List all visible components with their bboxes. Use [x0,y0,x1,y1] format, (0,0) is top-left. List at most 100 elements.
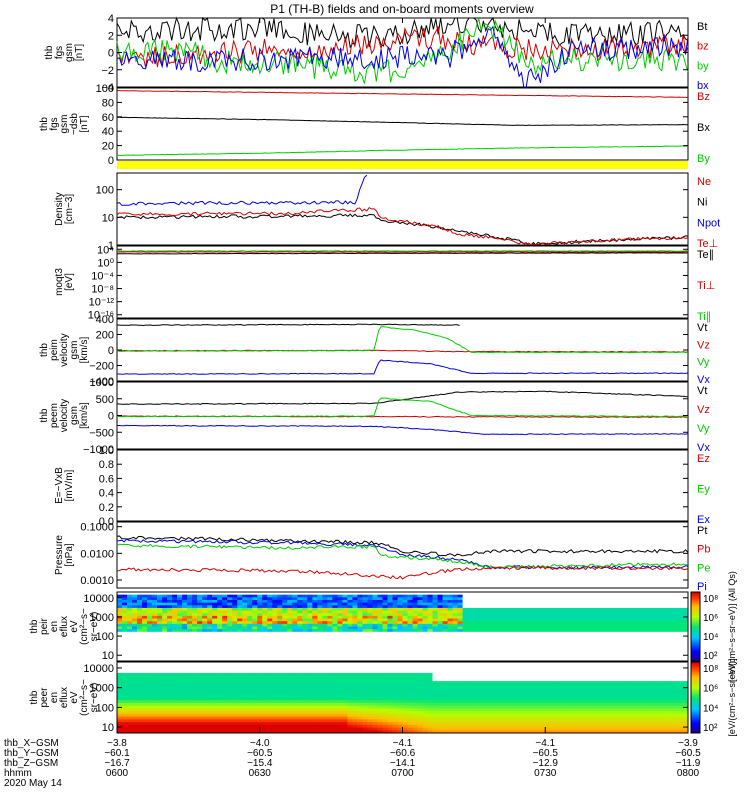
colorbar-cell [691,612,700,615]
heatmap-cell [162,642,168,646]
heatmap-cell [392,634,398,638]
heatmap-cell [467,631,474,635]
heatmap-cell [402,653,408,657]
heatmap-cell [577,639,584,643]
heatmap-cell [402,708,408,712]
heatmap-cell [137,647,143,651]
heatmap-cell [622,592,629,596]
heatmap-cell [197,613,203,617]
y-tick-label: 4 [108,13,114,25]
heatmap-cell [242,727,248,731]
heatmap-cell [142,672,148,677]
heatmap-cell [567,605,574,609]
heatmap-cell [307,618,313,622]
heatmap-cell [427,678,433,682]
heatmap-cell [432,655,438,659]
heatmap-cell [312,730,318,734]
heatmap-cell [217,689,223,693]
heatmap-cell [232,621,238,625]
heatmap-cell [362,664,368,668]
heatmap-cell [187,675,193,679]
heatmap-cell [367,670,373,674]
heatmap-cell [327,607,333,611]
heatmap-cell [222,681,228,685]
heatmap-cell [262,653,268,657]
heatmap-cell [282,672,288,677]
heatmap-cell [292,597,298,601]
heatmap-cell [127,678,133,682]
heatmap-cell [487,602,494,606]
heatmap-cell [282,592,288,596]
heatmap-cell [462,599,469,604]
heatmap-cell [352,618,358,622]
heatmap-cell [592,626,599,630]
heatmap-cell [292,730,298,734]
heatmap-cell [352,626,358,630]
heatmap-cell [407,672,413,677]
heatmap-cell [302,675,308,679]
heatmap-cell [327,670,333,674]
heatmap-cell [442,605,448,609]
heatmap-cell [222,672,228,677]
heatmap-cell [422,681,428,685]
heatmap-cell [312,592,318,596]
heatmap-cell [222,664,228,668]
heatmap-cell [337,702,343,707]
heatmap-cell [507,637,514,641]
heatmap-cell [207,618,213,622]
y-tick-label: 10⁴ [97,244,114,256]
heatmap-cell [297,681,303,685]
heatmap-cell [667,626,674,630]
heatmap-cell [152,670,158,674]
heatmap-cell [447,719,453,723]
heatmap-cell [227,621,233,625]
heatmap-cell [157,705,163,709]
heatmap-cell [457,634,464,638]
heatmap-cell [162,592,168,596]
heatmap-cell [207,621,213,625]
heatmap-cell [442,645,448,649]
heatmap-cell [412,592,418,596]
heatmap-cell [632,642,639,646]
heatmap-cell [182,594,188,598]
heatmap-cell [487,610,494,614]
heatmap-cell [252,610,258,614]
heatmap-cell [427,607,433,611]
heatmap-cell [187,623,193,627]
heatmap-cell [512,621,519,625]
heatmap-cell [227,664,233,668]
heatmap-cell [237,667,243,671]
heatmap-cell [352,629,358,633]
heatmap-cell [372,637,378,641]
heatmap-cell [122,672,128,677]
heatmap-cell [152,594,158,598]
heatmap-cell [512,613,519,617]
heatmap-cell [177,637,183,641]
heatmap-cell [352,700,358,704]
heatmap-cell [417,634,423,638]
heatmap-cell [182,653,188,657]
heatmap-cell [447,689,453,693]
heatmap-cell [427,655,433,659]
heatmap-cell [652,618,659,622]
heatmap-cell [267,637,273,641]
heatmap-cell [232,711,238,715]
heatmap-cell [122,613,128,617]
heatmap-cell [207,697,213,701]
heatmap-cell [132,626,138,630]
heatmap-cell [202,670,208,674]
heatmap-cell [597,655,604,659]
heatmap-cell [127,615,133,619]
heatmap-cell [182,602,188,606]
heatmap-cell [312,662,318,666]
heatmap-cell [182,629,188,633]
heatmap-cell [442,629,448,633]
heatmap-cell [457,631,464,635]
heatmap-cell [472,610,479,614]
heatmap-cell [612,594,619,598]
heatmap-cell [652,592,659,596]
heatmap-cell [367,708,373,712]
heatmap-cell [162,650,168,654]
heatmap-cell [377,667,383,671]
heatmap-cell [347,639,353,643]
